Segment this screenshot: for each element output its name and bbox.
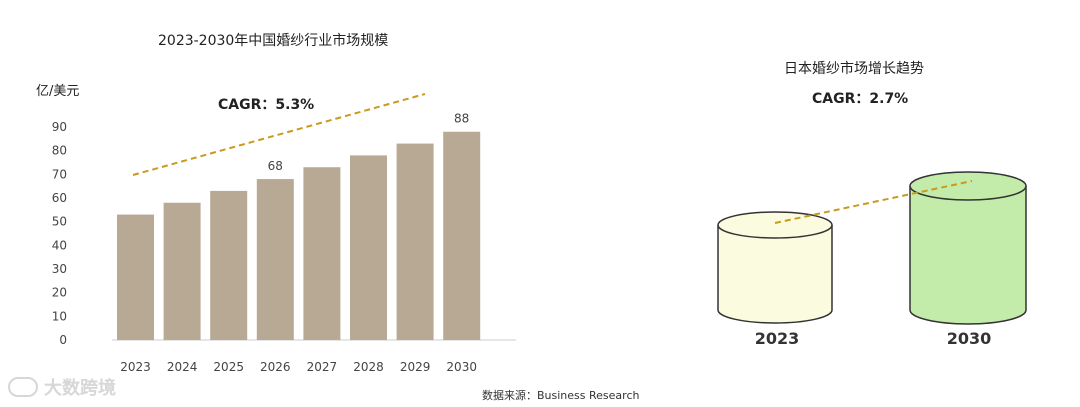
bar-2024: [163, 202, 201, 340]
china-chart-title: 2023-2030年中国婚纱行业市场规模: [158, 33, 389, 49]
x-tick-label-2029: 2029: [400, 360, 431, 374]
bar-2023: [117, 214, 154, 340]
cylinder-2030: [909, 171, 1027, 325]
x-tick-label-2027: 2027: [307, 360, 338, 374]
cylinder-body: [717, 225, 833, 324]
y-tick-label: 30: [52, 262, 67, 276]
y-tick-label: 60: [52, 191, 67, 205]
y-tick-label: 0: [59, 333, 67, 347]
cagr-trend-line-japan: [774, 180, 973, 224]
japan-market-cylinder-chart: [717, 171, 1027, 325]
japan-category-label-2030: 2030: [946, 329, 992, 348]
y-tick-label: 40: [52, 238, 67, 252]
bar-2027: [303, 167, 341, 340]
data-source-note: 数据来源：Business Research: [482, 389, 640, 402]
japan-category-label-2023: 2023: [754, 329, 800, 348]
watermark-text: 大数跨境: [44, 378, 116, 399]
watermark-icon: [8, 377, 38, 397]
y-tick-label: 80: [52, 144, 67, 158]
data-label-2026: 68: [268, 159, 283, 173]
y-tick-label: 20: [52, 286, 67, 300]
bar-2029: [396, 143, 434, 340]
y-tick-label: 50: [52, 215, 67, 229]
x-tick-label-2024: 2024: [167, 360, 198, 374]
bar-2026: [256, 179, 294, 340]
x-tick-label-2028: 2028: [353, 360, 384, 374]
y-tick-label: 70: [52, 167, 67, 181]
x-tick-label-2030: 2030: [446, 360, 477, 374]
x-tick-label-2025: 2025: [213, 360, 244, 374]
bar-2030: [443, 131, 481, 340]
bar-2025: [210, 190, 248, 340]
japan-chart-title: 日本婚纱市场增长趋势: [784, 61, 924, 77]
y-tick-label: 10: [52, 309, 67, 323]
china-cagr-label: CAGR：5.3%: [218, 97, 315, 113]
cagr-trend-line: [132, 93, 426, 176]
x-tick-label-2023: 2023: [120, 360, 151, 374]
japan-cagr-label: CAGR：2.7%: [812, 91, 909, 107]
x-tick-label-2026: 2026: [260, 360, 291, 374]
watermark-logo: 大数跨境: [8, 374, 116, 400]
bar-2028: [350, 155, 387, 340]
cylinder-2023: [717, 211, 833, 324]
data-label-2030: 88: [454, 112, 469, 126]
cylinder-top: [717, 211, 833, 239]
china-y-axis-unit: 亿/美元: [36, 84, 80, 99]
y-tick-label: 90: [52, 120, 67, 134]
cylinder-body: [909, 186, 1027, 325]
cylinder-top: [909, 171, 1027, 201]
